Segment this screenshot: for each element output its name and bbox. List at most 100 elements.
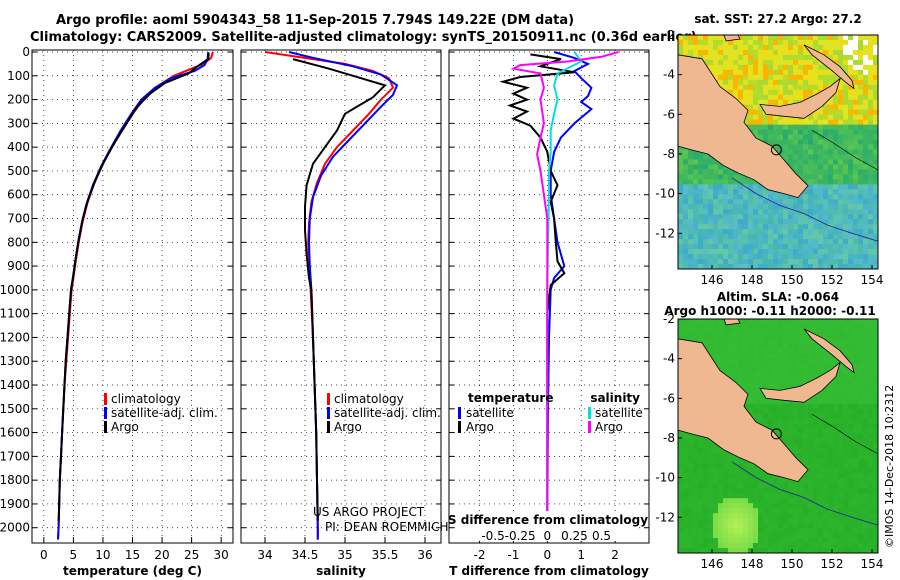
map-cell [798,224,804,230]
map-cell [798,69,804,76]
map-cell [753,244,759,250]
map-cell [768,503,774,509]
map-cell [788,423,794,429]
map-cell [798,328,804,335]
map-cell [793,493,799,499]
map-cell [868,388,874,395]
map-cell [688,319,694,325]
map-cell [858,74,864,81]
map-cell [713,513,719,519]
map-cell [793,69,799,76]
map-cell [683,508,689,514]
map-cell [818,169,824,175]
map-cell [823,423,829,429]
map-cell [813,498,819,504]
map-cell [703,249,709,255]
map-cell [763,523,769,529]
map-cell [803,209,809,215]
map-cell [848,503,854,509]
map-cell [703,54,709,61]
map-cell [828,548,834,553]
map-cell [753,124,759,130]
map-cell [758,189,764,195]
map-cell [743,508,749,514]
map-cell [728,194,734,200]
map-cell [803,423,809,429]
map-cell [718,533,724,539]
map-cell [688,204,694,210]
map-cell [853,538,859,544]
map-cell [823,119,829,126]
map-cell [823,493,829,499]
map-cell [823,333,829,340]
map-cell [788,244,794,250]
map-cell [863,418,869,424]
map-cell [838,383,844,390]
map-cell [798,134,804,140]
map-cell [758,528,764,534]
map-cell [783,498,789,504]
map-cell [788,428,794,434]
map-title: Argo h1000: -0.11 h2000: -0.11 [664,304,875,318]
map-cell [828,473,834,479]
map-cell [723,179,729,185]
map-cell [783,244,789,250]
map-cell [868,368,874,375]
map-cell [838,548,844,553]
land-mass [803,44,855,90]
map-cell [758,104,764,111]
map-cell [773,194,779,200]
map-cell [823,503,829,509]
map-cell [783,199,789,205]
map-cell [813,59,819,66]
map-cell [723,478,729,484]
map-cell [803,229,809,235]
map-cell [703,323,709,330]
map-cell [688,169,694,175]
map-cell [783,219,789,225]
map-cell [873,328,878,335]
map-cell [738,189,744,195]
map-cell [828,403,834,410]
map-cell [683,463,689,469]
map-cell [833,119,839,126]
map-cell [863,383,869,390]
map-cell [868,194,874,200]
map-cell [738,49,744,56]
map-cell [868,373,874,380]
map-cell [863,438,869,444]
map-cell [843,463,849,469]
map-cell [803,199,809,205]
map-cell [828,204,834,210]
map-cell [683,543,689,549]
map-cell [748,224,754,230]
map-cell [828,498,834,504]
map-cell [833,174,839,180]
map-cell [763,199,769,205]
map-cell [793,333,799,340]
map-cell [783,518,789,524]
map-cell [833,104,839,111]
map-cell [693,323,699,330]
map-cell [698,463,704,469]
map-cell [753,319,759,325]
map-cell [778,488,784,494]
map-cell [723,363,729,370]
map-cell [863,69,869,76]
map-cell [723,548,729,553]
map-cell [833,164,839,170]
map-cell [818,353,824,360]
map-cell [778,49,784,56]
map-cell [733,49,739,56]
map-cell [868,84,874,91]
map-cell [828,328,834,335]
map-cell [738,214,744,220]
map-cell [873,533,878,539]
map-cell [703,44,709,51]
map-cell [743,368,749,375]
map-cell [723,483,729,489]
map-cell [818,109,824,116]
map-cell [763,139,769,145]
map-cell [738,64,744,71]
map-cell [813,528,819,534]
